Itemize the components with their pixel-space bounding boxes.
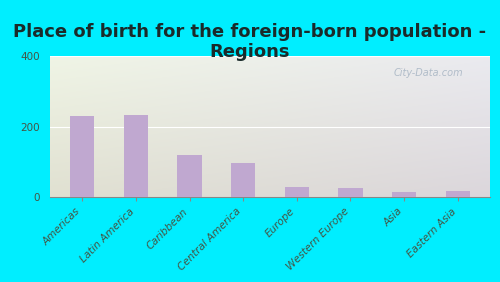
Bar <box>124 115 148 197</box>
Text: Place of birth for the foreign-born population -
Regions: Place of birth for the foreign-born popu… <box>14 23 486 61</box>
Bar <box>338 188 362 197</box>
Text: City-Data.com: City-Data.com <box>393 68 463 78</box>
Bar <box>70 116 94 197</box>
Bar <box>446 191 470 197</box>
Bar <box>285 187 309 197</box>
Bar <box>231 163 255 197</box>
Bar <box>178 155 202 197</box>
Bar <box>392 192 416 197</box>
